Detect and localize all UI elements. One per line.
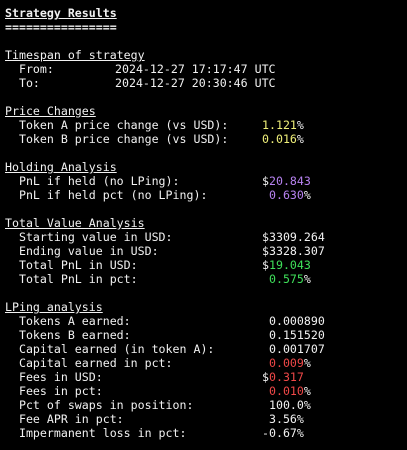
tokens-b-earned-value: 0.151520 [268,328,325,342]
spacer [5,146,407,160]
title-rule: ================ [5,20,117,34]
fees-usd-value-group: $0.317 [262,370,304,384]
fees-usd-prefix: $ [262,370,269,384]
total-pnl-value: 19.043 [268,258,311,272]
capital-earned-pct-label: Capital earned in pct: [5,356,173,370]
section-heading-lping: LPing analysis [5,300,103,314]
spacer [5,202,407,216]
spacer [5,90,407,104]
total-pnl-pct-suffix: % [303,272,311,286]
to-label: To: [5,76,40,90]
total-pnl-value-group: $19.043 [262,258,311,272]
holding-pnl-pct-suffix: % [303,188,311,202]
token-a-price-label: Token A price change (vs USD): [5,118,229,132]
holding-pnl-pct-value-group: 0.630% [262,188,311,202]
token-b-price-value-group: 0.016% [262,132,304,146]
fees-pct-label: Fees in pct: [5,384,103,398]
token-a-price-value-group: 1.121% [262,118,304,132]
starting-value-row: Starting value in USD: $3309.264 [5,230,407,244]
token-a-price-suffix: % [296,118,304,132]
holding-pnl-pct-row: PnL if held pct (no LPing): 0.630% [5,188,407,202]
fee-apr-row: Fee APR in pct: 3.56% [5,412,407,426]
total-pnl-pct-value-group: 0.575% [262,272,311,286]
timespan-to-row: To: 2024-12-27 20:30:46 UTC [5,76,407,90]
section-heading-timespan: Timespan of strategy [5,48,145,62]
impermanent-loss-label: Impermanent loss in pct: [5,426,187,440]
total-pnl-label: Total PnL in USD: [5,258,138,272]
spacer [5,34,407,48]
tokens-a-earned-row: Tokens A earned: 0.000890 [5,314,407,328]
holding-pnl-value-group: $20.843 [262,174,311,188]
from-value: 2024-12-27 17:17:47 UTC [115,62,276,76]
fees-pct-suffix: % [303,384,311,398]
total-pnl-pct-row: Total PnL in pct: 0.575% [5,272,407,286]
fees-usd-value: 0.317 [268,370,304,384]
page-title: Strategy Results [5,6,117,20]
section-heading-price-changes: Price Changes [5,104,96,118]
total-pnl-prefix: $ [262,258,269,272]
starting-value-label: Starting value in USD: [5,230,173,244]
total-pnl-row: Total PnL in USD: $19.043 [5,258,407,272]
section-heading-holding: Holding Analysis [5,160,117,174]
token-a-price-row: Token A price change (vs USD): 1.121% [5,118,407,132]
swaps-in-position-row: Pct of swaps in position: 100.0% [5,398,407,412]
capital-earned-value: 0.001707 [268,342,325,356]
total-pnl-pct-value: 0.575 [268,272,304,286]
fee-apr-value: 3.56% [268,412,304,426]
capital-earned-pct-suffix: % [303,356,311,370]
fees-usd-row: Fees in USD: $0.317 [5,370,407,384]
token-b-price-suffix: % [296,132,304,146]
starting-value: $3309.264 [262,230,325,244]
token-b-price-value: 0.016 [262,132,297,146]
tokens-a-earned-value: 0.000890 [268,314,325,328]
ending-value-label: Ending value in USD: [5,244,159,258]
impermanent-loss-value: -0.67% [262,426,304,440]
capital-earned-label: Capital earned (in token A): [5,342,215,356]
fees-pct-value-group: 0.010% [262,384,311,398]
section-heading-total-value: Total Value Analysis [5,216,145,230]
tokens-b-earned-label: Tokens B earned: [5,328,131,342]
to-value: 2024-12-27 20:30:46 UTC [115,76,276,90]
holding-pnl-value: 20.843 [268,174,311,188]
holding-pnl-prefix: $ [262,174,269,188]
total-pnl-pct-label: Total PnL in pct: [5,272,138,286]
fees-pct-row: Fees in pct: 0.010% [5,384,407,398]
from-label: From: [5,62,54,76]
timespan-from-row: From: 2024-12-27 17:17:47 UTC [5,62,407,76]
tokens-a-earned-label: Tokens A earned: [5,314,131,328]
capital-earned-pct-value: 0.009 [268,356,304,370]
tokens-b-earned-row: Tokens B earned: 0.151520 [5,328,407,342]
token-b-price-row: Token B price change (vs USD): 0.016% [5,132,407,146]
capital-earned-row: Capital earned (in token A): 0.001707 [5,342,407,356]
capital-earned-pct-value-group: 0.009% [262,356,311,370]
holding-pnl-row: PnL if held (no LPing): $20.843 [5,174,407,188]
swaps-in-position-value: 100.0% [268,398,311,412]
ending-value-row: Ending value in USD: $3328.307 [5,244,407,258]
holding-pnl-label: PnL if held (no LPing): [5,174,180,188]
impermanent-loss-row: Impermanent loss in pct: -0.67% [5,426,407,440]
ending-value: $3328.307 [262,244,325,258]
holding-pnl-pct-label: PnL if held pct (no LPing): [5,188,208,202]
capital-earned-pct-row: Capital earned in pct: 0.009% [5,356,407,370]
fees-pct-value: 0.010 [268,384,304,398]
fees-usd-label: Fees in USD: [5,370,103,384]
swaps-in-position-label: Pct of swaps in position: [5,398,194,412]
fee-apr-label: Fee APR in pct: [5,412,124,426]
spacer [5,286,407,300]
token-a-price-value: 1.121 [262,118,297,132]
holding-pnl-pct-value: 0.630 [268,188,304,202]
token-b-price-label: Token B price change (vs USD): [5,132,229,146]
